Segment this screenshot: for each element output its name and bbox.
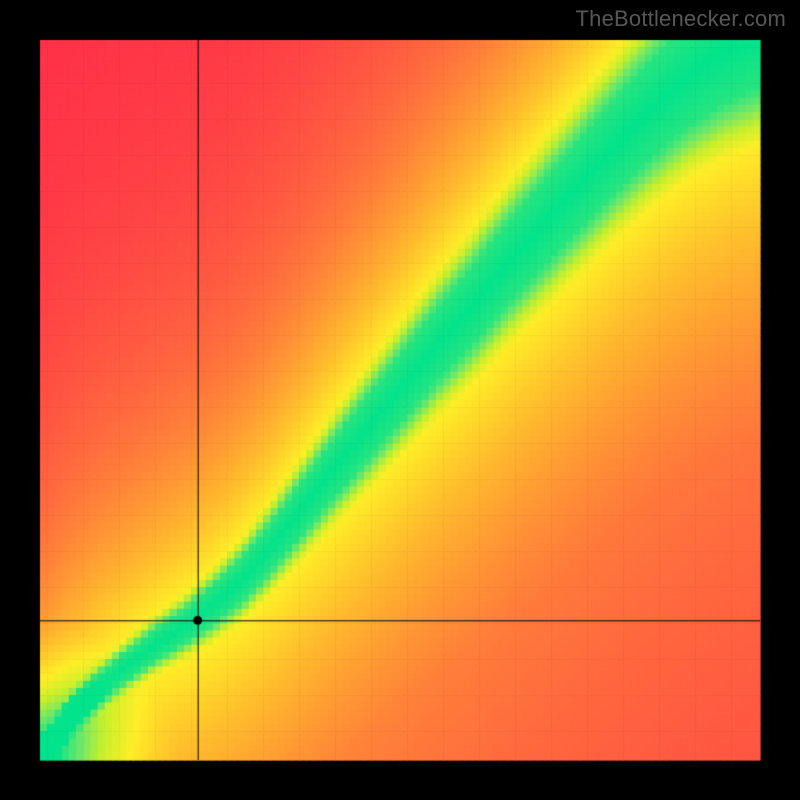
bottleneck-heatmap-canvas (0, 0, 800, 800)
chart-container: TheBottlenecker.com (0, 0, 800, 800)
watermark-text: TheBottlenecker.com (576, 6, 786, 32)
